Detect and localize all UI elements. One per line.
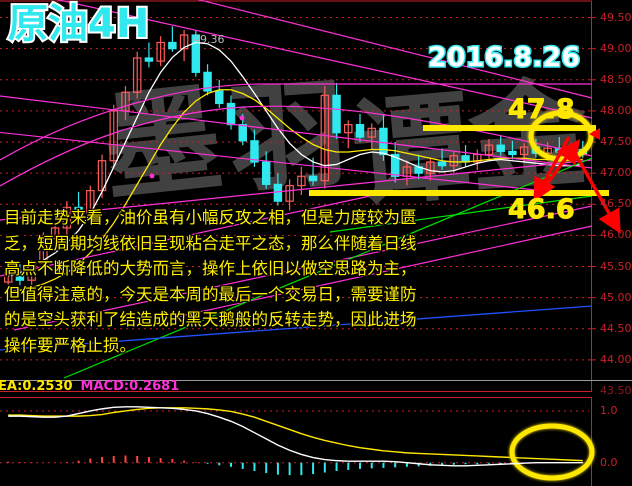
- candle-body[interactable]: [215, 90, 224, 105]
- magenta-trendlines: [0, 0, 593, 331]
- price-tick-label: 49.00: [600, 41, 632, 55]
- macd-gridlines: [0, 410, 589, 464]
- candle-body[interactable]: [426, 161, 435, 174]
- price-tick-label: 49.50: [600, 10, 632, 24]
- candle-body[interactable]: [250, 140, 259, 163]
- candle-body[interactable]: [543, 147, 552, 154]
- price-tick-label: 43.50: [600, 384, 632, 397]
- candle-body[interactable]: [3, 272, 13, 283]
- price-tick-label: 44.00: [600, 352, 632, 366]
- candle-body[interactable]: [496, 144, 505, 152]
- svg-text:金: 金: [463, 64, 592, 210]
- candle-body[interactable]: [50, 227, 60, 240]
- price-tick-label: 47.50: [600, 135, 632, 149]
- candle-body[interactable]: [238, 124, 247, 142]
- ma-long-line: [8, 89, 583, 293]
- date-stamp: 2016.8.26: [426, 42, 581, 73]
- price-tick-label: 45.00: [600, 290, 632, 304]
- ma-short-line: [8, 41, 583, 277]
- candle-body[interactable]: [285, 185, 294, 202]
- macd-histogram: [7, 455, 526, 476]
- green-rising-trend-2: [329, 195, 593, 233]
- price-tick-label: 46.50: [600, 197, 632, 211]
- price-tick-label: 47.00: [600, 166, 632, 180]
- candle-body[interactable]: [109, 110, 118, 162]
- candle-body[interactable]: [508, 150, 517, 156]
- candle-body[interactable]: [203, 71, 212, 92]
- note-line: 目前走势来看，油价虽有小幅反攻之相，但是力度较为匮: [3, 207, 418, 229]
- macd-dea-line: [8, 407, 583, 462]
- support-price-label: 46.6: [508, 194, 576, 225]
- macd-dif-line: [8, 406, 583, 467]
- price-tick-label: 46.00: [600, 228, 632, 242]
- candle-body[interactable]: [390, 153, 400, 177]
- candle-body[interactable]: [320, 94, 330, 182]
- watermark: 墨 羽 谭 金: [97, 64, 593, 224]
- candle-body[interactable]: [344, 124, 353, 134]
- candle-body[interactable]: [179, 34, 189, 50]
- candle-body[interactable]: [39, 237, 48, 265]
- candle-body[interactable]: [62, 206, 72, 229]
- candle-body[interactable]: [144, 57, 154, 62]
- candle-body[interactable]: [519, 146, 529, 156]
- candle-body[interactable]: [27, 262, 36, 281]
- candle-body[interactable]: [379, 127, 388, 156]
- analysis-note: 目前走势来看，油价虽有小幅反攻之相，但是力度较为匮 乏，短周期均线依旧呈现粘合走…: [3, 205, 632, 359]
- macd-zero-cross-circle[interactable]: [509, 423, 595, 481]
- note-line: 高点不断降低的大势而言，操作上依旧以做空思路为主，: [3, 258, 418, 280]
- forecast-arrows: [533, 136, 621, 234]
- note-line: 操作要严格止损。: [3, 335, 138, 357]
- resistance-price-label: 47.8: [508, 94, 576, 125]
- candle-body[interactable]: [437, 161, 447, 167]
- price-tick-label: 48.50: [600, 72, 632, 86]
- candle-body[interactable]: [355, 124, 365, 138]
- candlestick-series[interactable]: [3, 26, 588, 295]
- candle-body[interactable]: [156, 41, 165, 62]
- note-line: 乏，短周期均线依旧呈现粘合走平之态，那么伴随着日线: [3, 232, 418, 254]
- chart-title: 原油4H: [6, 1, 151, 47]
- axis-price-pointer: [589, 128, 600, 140]
- dea-value: EA:0.2530: [0, 379, 73, 394]
- candle-body[interactable]: [191, 34, 201, 73]
- candle-body[interactable]: [168, 41, 177, 50]
- candle-body[interactable]: [273, 183, 283, 202]
- price-tick-label: 48.00: [600, 103, 632, 117]
- candle-body[interactable]: [297, 175, 306, 187]
- macd-readout: EA:0.2530 MACD:0.2681: [0, 379, 179, 394]
- candle-body[interactable]: [484, 144, 494, 156]
- note-line: 但值得注意的，今天是本周的最后一个交易日，需要谨防: [3, 284, 418, 306]
- swing-high-label: 49.36: [193, 33, 225, 46]
- price-tick-label: 44.50: [600, 321, 632, 335]
- candle-body[interactable]: [261, 161, 271, 185]
- candle-body[interactable]: [461, 155, 470, 163]
- price-tick-label: 45.50: [600, 259, 632, 273]
- candle-body[interactable]: [308, 175, 318, 182]
- macd-value: MACD:0.2681: [80, 379, 180, 394]
- candle-body[interactable]: [367, 127, 376, 138]
- candle-body[interactable]: [332, 94, 341, 134]
- candle-body[interactable]: [74, 206, 83, 215]
- candle-body[interactable]: [132, 57, 142, 93]
- blue-rising-trend: [0, 305, 593, 351]
- candle-body[interactable]: [226, 102, 236, 126]
- macd-tick-label: 0.0: [600, 455, 618, 469]
- candle-body[interactable]: [449, 155, 459, 167]
- macd-tick-label: 1.0: [600, 403, 618, 417]
- note-line: 的是空头获利了结造成的黑天鹅般的反转走势，因此进场: [3, 309, 418, 331]
